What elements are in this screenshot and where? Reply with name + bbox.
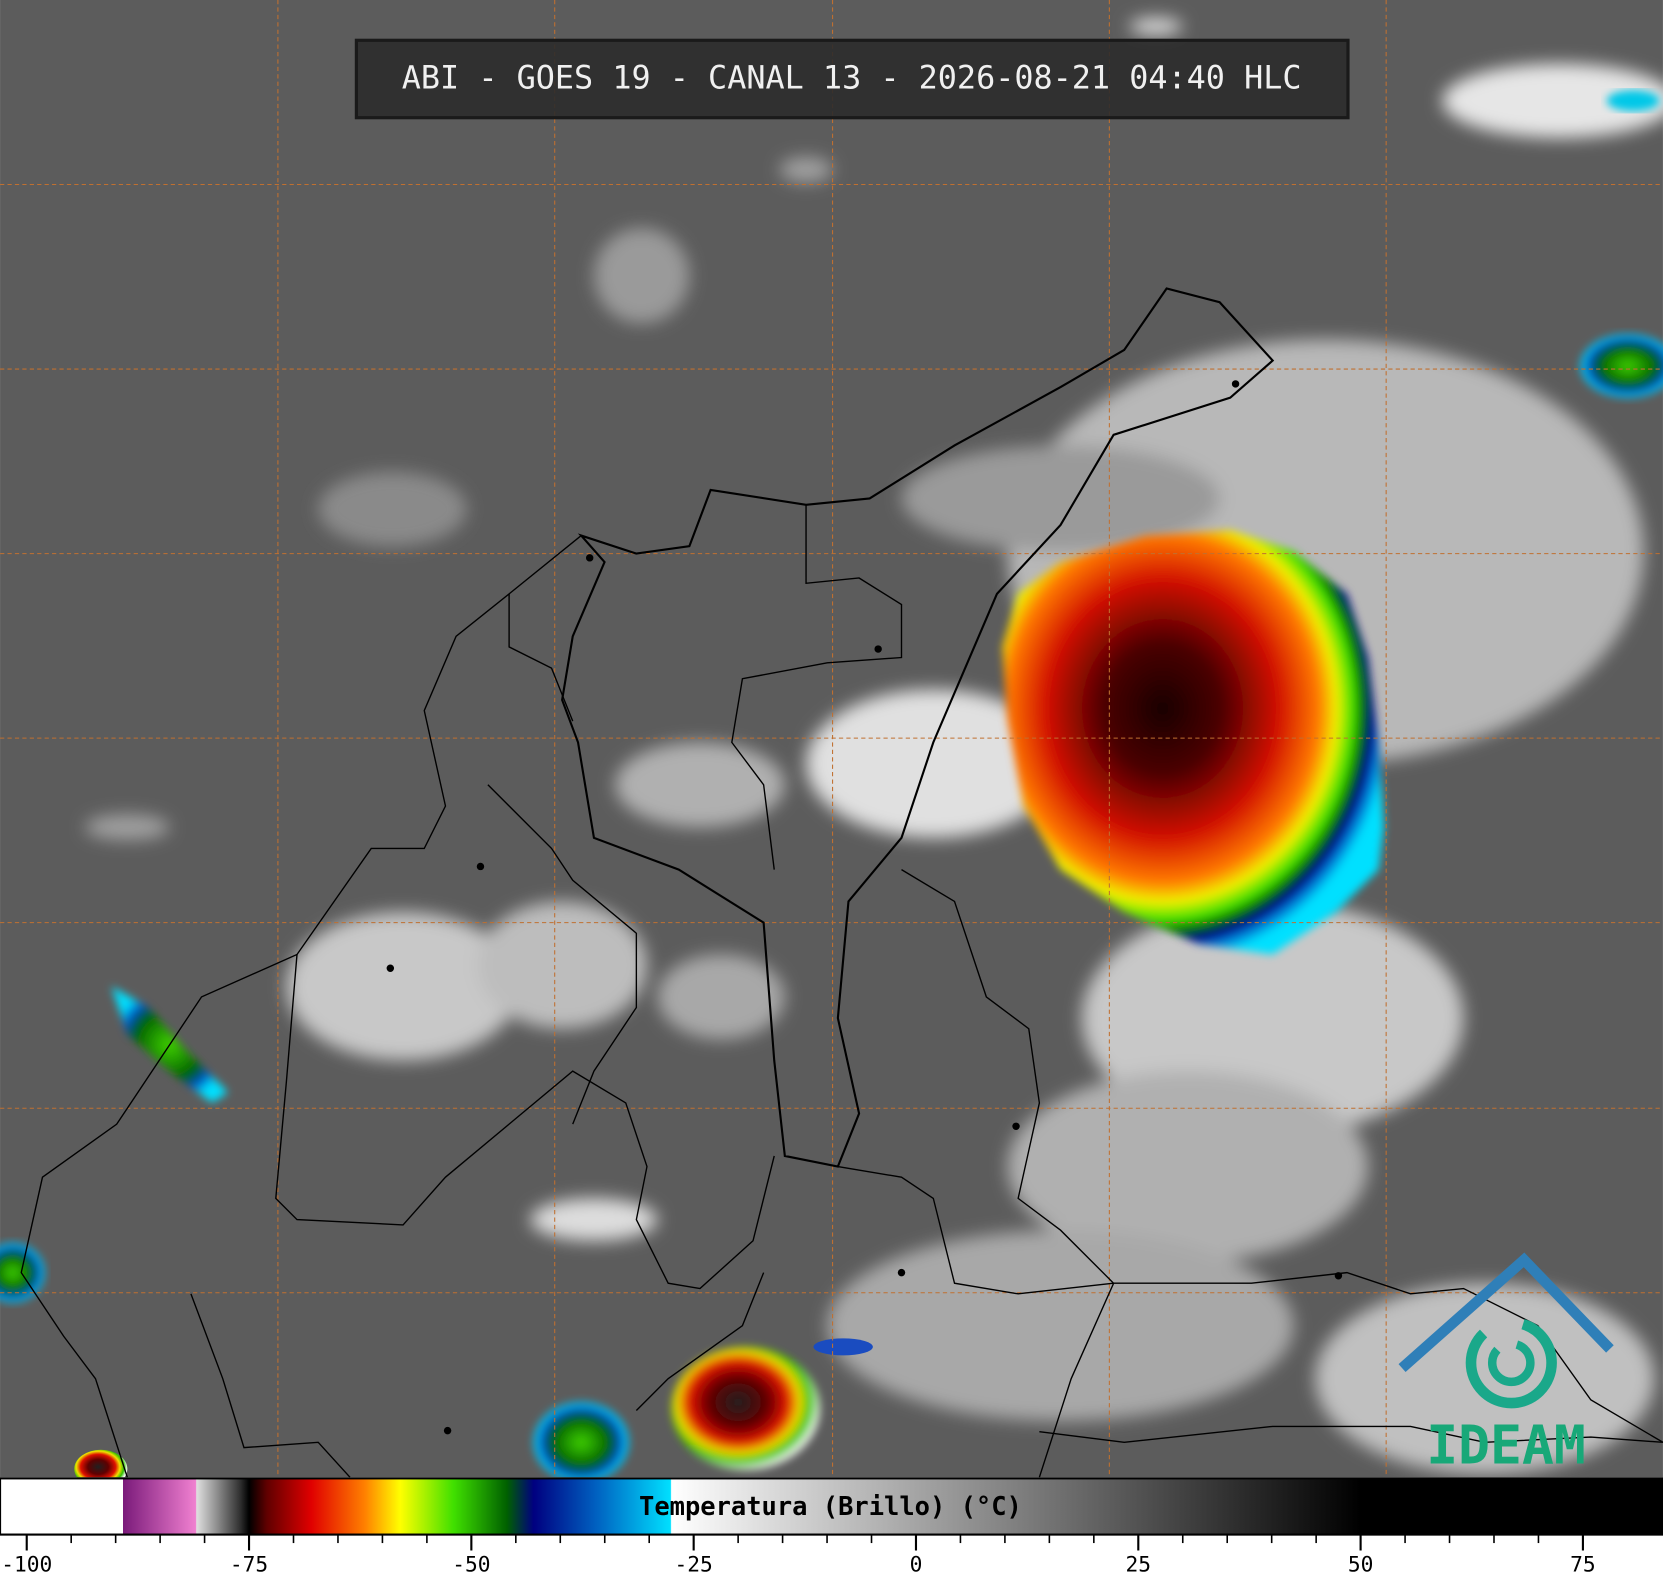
cities [386,380,1343,1435]
title-box: ABI - GOES 19 - CANAL 13 - 2026-08-21 04… [354,38,1350,120]
tick-label: 0 [910,1552,923,1577]
map [0,0,1663,1488]
title: ABI - GOES 19 - CANAL 13 - 2026-08-21 04… [402,59,1302,97]
tick-label: 75 [1570,1552,1596,1577]
tick-label: -75 [230,1552,268,1577]
tick-label: -100 [1,1552,52,1577]
borders [20,287,1663,1478]
tick-label: -25 [675,1552,713,1577]
colorbar: Temperatura (Brillo) (°C) -100 -75 -50 -25 0… [0,1477,1663,1577]
tick-label: 50 [1348,1552,1374,1577]
graticule [0,0,1663,1478]
colorbar-label: Temperatura (Brillo) (°C) [639,1492,1022,1522]
convection [0,90,1663,1488]
logo-text: IDEAM [1426,1415,1586,1477]
tick-label: -50 [452,1552,490,1577]
tick-label: 25 [1126,1552,1152,1577]
clouds [84,18,1663,1475]
logo: IDEAM [1398,1252,1614,1477]
